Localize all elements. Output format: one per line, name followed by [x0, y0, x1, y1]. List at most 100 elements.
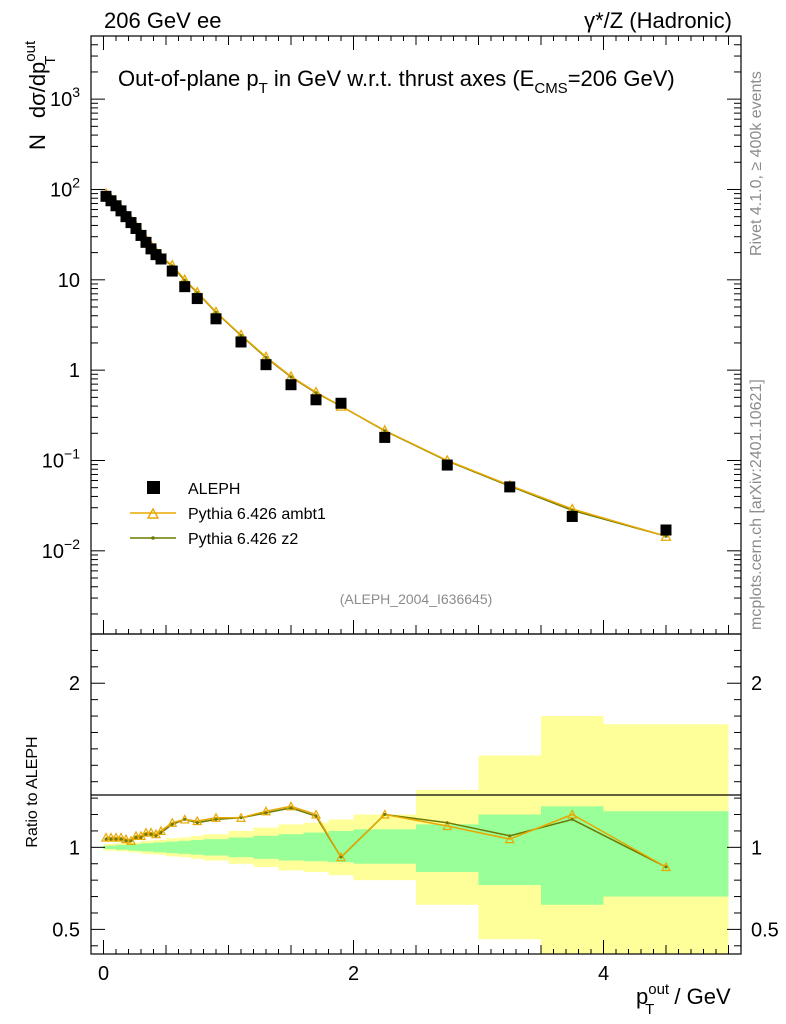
- legend-mc2-label: Pythia 6.426 z2: [188, 531, 298, 548]
- title-part-c: =206 GeV): [568, 66, 675, 91]
- ambt1-ratio-point: [236, 812, 246, 822]
- ambt1-ratio-point: [192, 815, 203, 826]
- aleph-point: [125, 217, 137, 229]
- z2-ratio-point: [170, 822, 174, 826]
- z2-ratio-point: [570, 817, 574, 821]
- legend-mc2-marker: [151, 536, 155, 540]
- z2-ratio-point: [183, 817, 187, 821]
- main-panel-bg: [91, 36, 741, 634]
- ambt1-ratio-point: [211, 812, 221, 822]
- band-inner: [103, 845, 116, 849]
- y-tick-label: 10−1: [42, 445, 80, 472]
- ratio-tick-label-left: 0.5: [52, 919, 80, 941]
- z2-point: [239, 333, 243, 338]
- legend-mc1-marker: [146, 507, 160, 519]
- aleph-point: [441, 459, 453, 471]
- band-inner: [116, 844, 129, 850]
- z2-ratio-point: [124, 839, 128, 843]
- title-part-a: Out-of-plane p: [118, 66, 259, 91]
- ratio-tick-label-right: 2: [751, 673, 762, 695]
- x-tick-label: 2: [348, 963, 359, 985]
- aleph-point: [504, 481, 516, 493]
- aleph-point: [115, 205, 127, 217]
- band-inner: [178, 840, 191, 854]
- ambt1-ratio-point: [146, 827, 156, 837]
- z2-ratio-point: [129, 839, 133, 843]
- ambt1-ratio-point: [121, 833, 131, 844]
- x-axis-label: pout T / GeV: [636, 981, 731, 1018]
- uncertainty-bands: [103, 716, 729, 954]
- band-inner: [416, 824, 479, 872]
- z2-ratio-point: [144, 832, 148, 836]
- ambt1-ratio-point: [126, 835, 136, 845]
- ambt1-ratio-point: [661, 861, 671, 872]
- xlabel-sup: out: [648, 981, 670, 998]
- ambt1-ratio-point: [101, 832, 111, 842]
- analysis-id: (ALEPH_2004_I636645): [340, 591, 493, 607]
- z2-ratio-point: [239, 816, 243, 820]
- z2-ratio-point: [114, 837, 118, 841]
- ambt1-ratio-point: [311, 809, 321, 819]
- legend: ALEPH Pythia 6.426 ambt1 Pythia 6.426 z2: [130, 481, 326, 548]
- ambt1-ratio-point: [336, 851, 346, 862]
- z2-ratio-point: [159, 831, 163, 835]
- z2-ratio-point: [264, 811, 268, 815]
- band-inner: [541, 806, 604, 905]
- legend-data-marker: [147, 481, 160, 494]
- ratio-tick-label-left: 1: [69, 837, 80, 859]
- ambt1-ratio-point: [379, 809, 390, 819]
- band-inner: [191, 839, 204, 855]
- ambt1-ratio-point: [111, 832, 121, 842]
- y-tick-label: 1: [69, 360, 80, 382]
- legend-data-label: ALEPH: [188, 481, 240, 498]
- title-part-a-sub: T: [259, 80, 268, 97]
- x-tick-label: 4: [598, 963, 609, 985]
- aleph-point: [379, 431, 391, 443]
- band-inner: [278, 834, 304, 861]
- band-inner: [353, 829, 416, 864]
- aleph-point: [191, 293, 203, 305]
- z2-ratio-point: [109, 837, 113, 841]
- z2-point: [264, 355, 268, 360]
- aleph-point: [260, 359, 272, 371]
- aleph-point: [130, 222, 142, 234]
- header-right: γ*/Z (Hadronic): [584, 8, 732, 33]
- ylabel-n: N: [25, 134, 50, 150]
- ambt1-ratio-point: [141, 827, 151, 837]
- z2-ratio-point: [339, 855, 343, 859]
- aleph-point: [120, 211, 132, 223]
- z2-ratio-point: [195, 821, 199, 825]
- ambt1-ratio-point: [442, 820, 453, 831]
- y-tick-label: 102: [50, 174, 80, 201]
- aleph-point: [285, 379, 297, 391]
- ambt1-ratio-point: [156, 825, 166, 836]
- y-tick-label: 103: [50, 84, 80, 111]
- band-inner: [128, 844, 141, 851]
- ylabel-sup: out: [22, 40, 39, 62]
- band-inner: [228, 837, 254, 858]
- ratio-series: [101, 801, 671, 872]
- z2-ratio-point: [154, 834, 158, 838]
- main-series: [100, 187, 672, 541]
- aleph-point: [140, 236, 152, 248]
- ratio-y-label: Ratio to ALEPH: [24, 736, 41, 847]
- aleph-point: [310, 394, 322, 406]
- title-part-b-sub: CMS: [534, 80, 567, 97]
- z2-point: [383, 429, 387, 433]
- aleph-point: [155, 253, 167, 265]
- ylabel-sub: T: [42, 56, 59, 65]
- ambt1-ratio-point: [167, 817, 178, 827]
- band-inner: [203, 839, 229, 856]
- axis-ticks: 0 2 4 10−2 10−1 1 10 102 103 0.5 0.5 1 1 2 2: [42, 35, 779, 985]
- z2-ratio-point: [314, 814, 318, 818]
- z2-point: [289, 375, 293, 379]
- aleph-point: [166, 265, 178, 277]
- band-inner: [603, 811, 729, 897]
- band-inner: [141, 843, 154, 852]
- band-inner: [166, 841, 179, 854]
- z2-ratio-point: [383, 813, 387, 817]
- ambt1-ratio-point: [131, 830, 141, 840]
- aleph-point: [135, 229, 147, 241]
- z2-ratio-point: [104, 837, 108, 841]
